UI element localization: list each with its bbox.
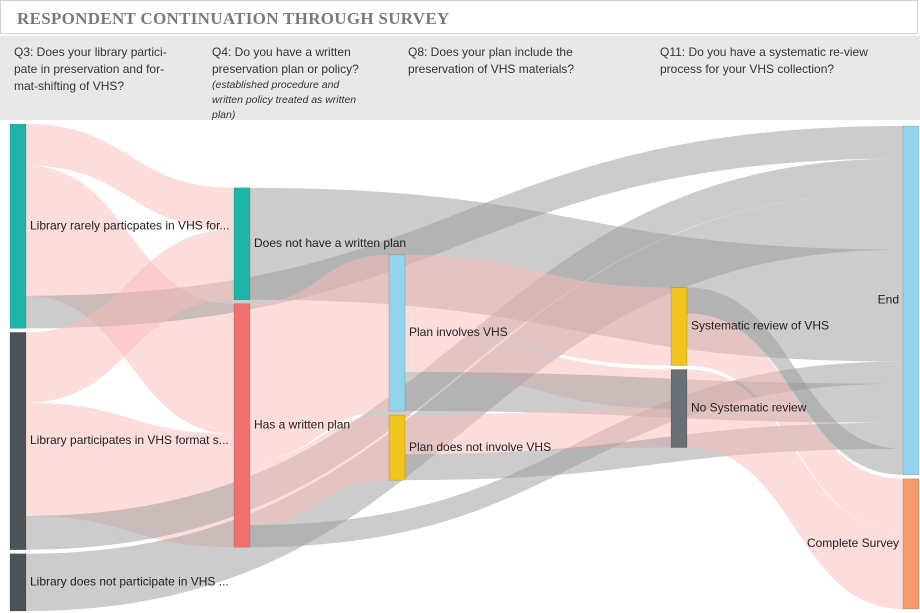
column-header: Q4: Do you have a written preservation p…: [212, 44, 372, 123]
column-header: Q11: Do you have a systematic re-view pr…: [660, 45, 868, 76]
flow: [405, 408, 671, 455]
node: [233, 303, 251, 548]
node-label: Complete Survey: [807, 536, 899, 550]
node: [902, 125, 920, 476]
node: [233, 187, 251, 301]
node: [9, 553, 27, 612]
column-header: Q8: Does your plan include the preservat…: [408, 45, 575, 76]
column-header-text: Q4: Do you have a written preservation p…: [212, 45, 359, 76]
column-header-note: (established procedure and written polic…: [212, 79, 357, 121]
flow: [687, 287, 903, 475]
flow: [405, 254, 671, 366]
node-label: Has a written plan: [254, 418, 350, 432]
flow: [687, 369, 903, 609]
node: [670, 287, 688, 366]
node: [902, 478, 920, 610]
node: [388, 414, 406, 481]
node: [388, 254, 406, 412]
node-label: End: [878, 293, 899, 307]
flow: [687, 313, 903, 531]
chart-title: RESPONDENT CONTINUATION THROUGH SURVEY: [0, 0, 918, 34]
node: [670, 369, 688, 448]
node-label: Plan involves VHS: [409, 325, 508, 339]
node-label: Library rarely particpates in VHS for...: [30, 218, 229, 232]
node-label: Does not have a written plan: [254, 236, 406, 250]
node-label: No Systematic review: [691, 401, 807, 415]
node: [9, 123, 27, 329]
flow: [26, 124, 234, 230]
flow: [250, 415, 389, 526]
header-row: Q3: Does your library partici-pate in pr…: [0, 36, 920, 123]
node-label: Library participates in VHS format s...: [30, 433, 229, 447]
node-label: Plan does not involve VHS: [409, 440, 551, 454]
node-label: Systematic review of VHS: [691, 319, 829, 333]
column-header: Q3: Does your library partici-pate in pr…: [14, 45, 167, 93]
flow: [250, 254, 389, 460]
flow: [26, 229, 234, 403]
node-label: Library does not participate in VHS ...: [30, 575, 229, 589]
node: [9, 332, 27, 550]
